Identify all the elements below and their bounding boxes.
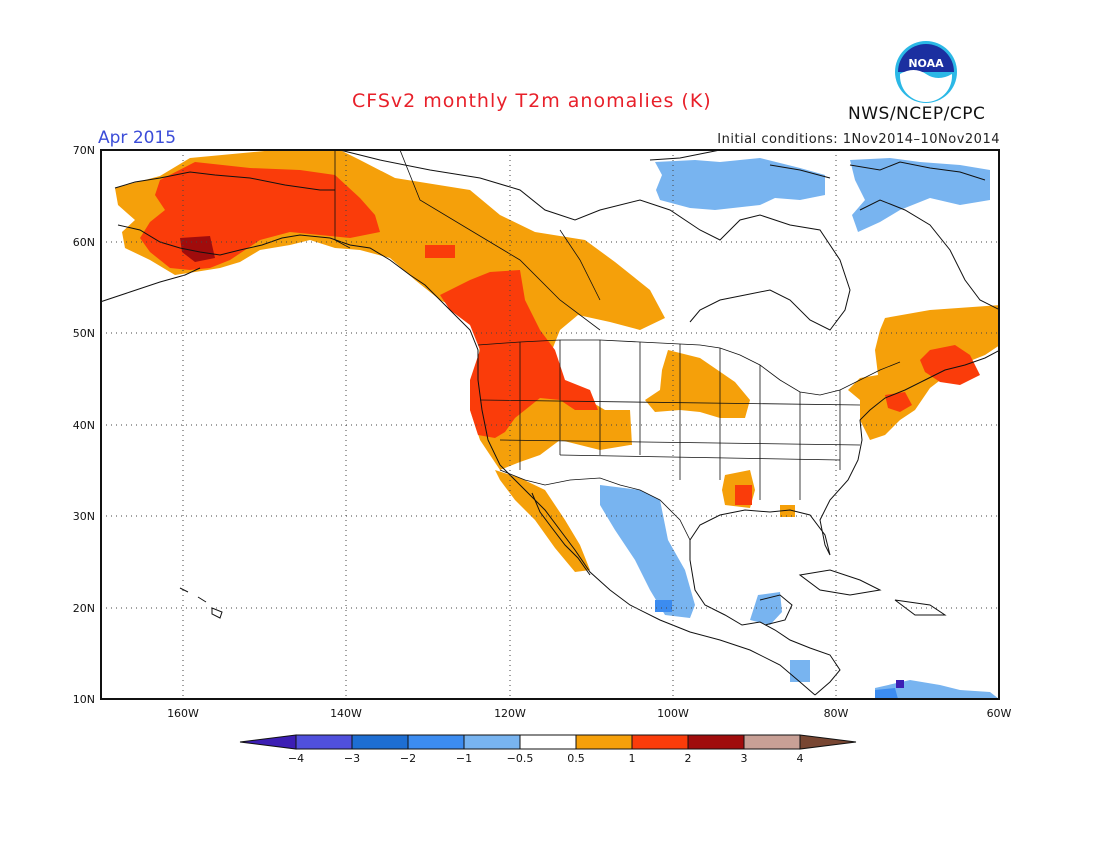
cool-region-central-america bbox=[790, 660, 810, 682]
colorbar-label: 3 bbox=[741, 752, 748, 765]
cool-region-peak bbox=[896, 680, 904, 688]
lat-label: 20N bbox=[73, 602, 95, 615]
lon-label: 160W bbox=[167, 707, 199, 720]
colorbar-bin bbox=[519, 734, 577, 750]
state-borders-vertical bbox=[519, 340, 841, 500]
border-us-canada bbox=[477, 339, 901, 396]
agency-label: NWS/NCEP/CPC bbox=[848, 104, 986, 124]
colorbar-extend-high bbox=[799, 734, 857, 750]
cool-anomaly-region-light bbox=[600, 158, 999, 699]
lat-label: 10N bbox=[73, 693, 95, 706]
noaa-logo: NOAA bbox=[894, 40, 958, 104]
colorbar-label: 1 bbox=[629, 752, 636, 765]
latitude-labels: 70N 60N 50N 40N 30N 20N 10N bbox=[73, 144, 95, 706]
coastline-hudson-bay bbox=[339, 150, 851, 331]
cool-region-venezuela bbox=[875, 688, 898, 699]
colorbar-bin bbox=[687, 734, 745, 750]
colorbar-bin bbox=[351, 734, 409, 750]
colorbar-label: −1 bbox=[456, 752, 472, 765]
warm-region-gulf bbox=[780, 505, 795, 517]
colorbar-bin bbox=[743, 734, 801, 750]
warm-region-northeast bbox=[848, 305, 999, 440]
colorbar-label: 4 bbox=[797, 752, 804, 765]
lon-label: 140W bbox=[330, 707, 362, 720]
coastlines bbox=[101, 150, 999, 696]
cool-region-mexico bbox=[600, 485, 695, 618]
colorbar-bin bbox=[407, 734, 465, 750]
coastline-arctic-1 bbox=[649, 150, 721, 161]
noaa-logo-text: NOAA bbox=[908, 57, 944, 70]
coastline-labrador bbox=[859, 199, 999, 311]
coastline-pacific bbox=[117, 224, 816, 696]
colorbar-label: −3 bbox=[344, 752, 360, 765]
colorbar: −4 −3 −2 −1 −0.5 0.5 1 2 3 4 bbox=[239, 734, 857, 765]
border-alaska-canada bbox=[334, 150, 351, 249]
chart-title: CFSv2 monthly T2m anomalies (K) bbox=[352, 90, 712, 112]
warm-region-plains bbox=[645, 350, 750, 418]
warm-region-bc bbox=[425, 245, 455, 258]
province-borders bbox=[399, 150, 601, 331]
cool-anomaly-region-medium bbox=[655, 600, 898, 699]
map-plot-area bbox=[101, 150, 999, 699]
warm-region-pacific-nw bbox=[440, 270, 598, 438]
colorbar-bin bbox=[575, 734, 633, 750]
cool-region-mexico-core bbox=[655, 600, 672, 612]
warm-region-nyc bbox=[885, 392, 912, 412]
coastline-aleutians bbox=[101, 267, 201, 303]
coastline-yucatan bbox=[759, 594, 793, 626]
colorbar-label: 0.5 bbox=[567, 752, 585, 765]
colorbar-bin bbox=[631, 734, 689, 750]
coastline-arctic-2 bbox=[769, 164, 831, 179]
colorbar-extend-low bbox=[239, 734, 297, 750]
lon-label: 100W bbox=[657, 707, 689, 720]
lat-label: 30N bbox=[73, 510, 95, 523]
warm-region-gulf-coast bbox=[735, 485, 752, 505]
state-borders-horizontal bbox=[479, 399, 861, 461]
colorbar-label: −4 bbox=[288, 752, 304, 765]
colorbar-label: −0.5 bbox=[507, 752, 534, 765]
colorbar-bin bbox=[463, 734, 521, 750]
colorbar-label: 2 bbox=[685, 752, 692, 765]
warm-region-rockies bbox=[600, 410, 632, 445]
initial-conditions: Initial conditions: 1Nov2014–10Nov2014 bbox=[717, 132, 1000, 147]
lon-label: 120W bbox=[494, 707, 526, 720]
coastline-atlantic-gulf bbox=[689, 349, 999, 696]
lat-label: 40N bbox=[73, 419, 95, 432]
cool-region-greenland bbox=[850, 158, 990, 232]
cool-region-south-america bbox=[875, 680, 999, 699]
cool-region-arctic bbox=[655, 158, 825, 210]
colorbar-bin bbox=[295, 734, 353, 750]
border-us-mexico bbox=[499, 469, 691, 541]
longitude-labels: 160W 140W 120W 100W 80W 60W bbox=[167, 707, 1011, 720]
political-borders bbox=[334, 150, 901, 541]
coastline-baja bbox=[531, 492, 591, 576]
coastline-arctic-3 bbox=[849, 161, 986, 181]
lat-label: 60N bbox=[73, 236, 95, 249]
coastline-alaska-north bbox=[114, 171, 335, 191]
forecast-month: Apr 2015 bbox=[98, 128, 177, 148]
coastline-hispaniola bbox=[894, 599, 947, 616]
cool-anomaly-region-dark bbox=[896, 680, 904, 688]
lon-label: 80W bbox=[824, 707, 849, 720]
lat-label: 50N bbox=[73, 327, 95, 340]
lon-label: 60W bbox=[987, 707, 1012, 720]
lat-label: 70N bbox=[73, 144, 95, 157]
colorbar-label: −2 bbox=[400, 752, 416, 765]
coastline-cuba bbox=[798, 569, 882, 596]
map-frame bbox=[100, 149, 1000, 700]
coastline-hawaii bbox=[179, 587, 223, 619]
